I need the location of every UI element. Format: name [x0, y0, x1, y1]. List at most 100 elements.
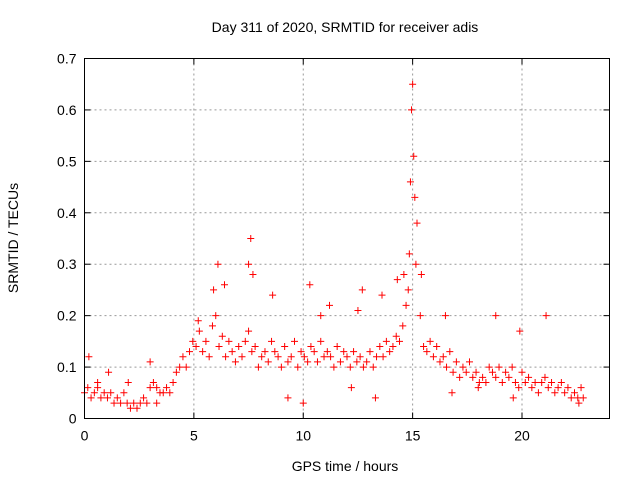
- data-point: [474, 384, 482, 392]
- data-point: [136, 399, 144, 407]
- y-tick-label: 0.1: [57, 359, 77, 375]
- data-point: [567, 394, 575, 402]
- data-point: [103, 394, 111, 402]
- data-point: [143, 399, 151, 407]
- x-tick-label: 20: [514, 428, 530, 444]
- data-point: [389, 343, 397, 350]
- data-point: [459, 363, 467, 371]
- data-point: [446, 348, 454, 356]
- data-point: [541, 373, 549, 381]
- data-point: [579, 394, 587, 402]
- data-point: [251, 343, 259, 350]
- data-point: [117, 399, 125, 407]
- data-point: [248, 348, 256, 356]
- data-point: [495, 363, 503, 371]
- data-point: [449, 368, 457, 376]
- data-point: [564, 384, 572, 392]
- data-point: [433, 343, 441, 350]
- data-point: [133, 404, 141, 412]
- data-point: [113, 394, 121, 402]
- data-point: [90, 389, 98, 397]
- data-point: [97, 394, 105, 402]
- data-point: [87, 394, 95, 402]
- data-point: [299, 399, 307, 407]
- data-point: [406, 178, 414, 186]
- data-point: [531, 379, 539, 386]
- data-point: [269, 291, 277, 299]
- x-tick-label: 5: [190, 428, 198, 444]
- data-point: [310, 348, 318, 356]
- data-point: [400, 271, 408, 278]
- data-point: [194, 317, 202, 325]
- data-point: [146, 358, 154, 366]
- data-point: [202, 337, 210, 345]
- data-point: [392, 332, 400, 340]
- data-point: [511, 379, 519, 386]
- data-point: [126, 404, 134, 412]
- data-point: [146, 384, 154, 392]
- data-point: [485, 363, 493, 371]
- data-point: [393, 276, 401, 284]
- data-point: [235, 343, 243, 350]
- data-point: [124, 379, 132, 386]
- data-point: [561, 389, 569, 397]
- data-point: [215, 343, 223, 350]
- data-point: [228, 348, 236, 356]
- data-point: [538, 379, 546, 386]
- data-point: [100, 389, 108, 397]
- data-point: [505, 373, 513, 381]
- data-point: [359, 363, 367, 371]
- data-point: [277, 363, 285, 371]
- data-point: [313, 358, 321, 366]
- data-point: [353, 358, 361, 366]
- data-point: [492, 373, 500, 381]
- data-point: [466, 358, 473, 366]
- data-point: [399, 322, 407, 330]
- data-point: [222, 353, 230, 361]
- data-point: [462, 368, 470, 376]
- data-point: [426, 337, 434, 345]
- data-point: [225, 337, 233, 345]
- data-point: [436, 358, 444, 366]
- data-point: [577, 384, 585, 392]
- data-point: [247, 235, 255, 242]
- data-point: [350, 348, 358, 356]
- data-point: [130, 399, 138, 407]
- data-point: [294, 363, 302, 371]
- data-point: [386, 348, 394, 356]
- data-point: [300, 353, 308, 361]
- x-tick-label: 10: [295, 428, 311, 444]
- data-point: [382, 337, 390, 345]
- data-point: [515, 384, 523, 392]
- data-point: [258, 353, 266, 361]
- data-point: [544, 384, 552, 392]
- data-point: [281, 343, 289, 350]
- data-point: [306, 281, 314, 289]
- data-point: [542, 312, 550, 320]
- data-point: [548, 379, 556, 386]
- data-point: [557, 379, 565, 386]
- data-point: [238, 353, 246, 361]
- data-point: [317, 312, 325, 320]
- data-point: [199, 348, 207, 356]
- data-point: [186, 348, 193, 356]
- data-point: [284, 394, 292, 402]
- chart-title: Day 311 of 2020, SRMTID for receiver adi…: [212, 19, 479, 35]
- data-point: [195, 327, 203, 335]
- data-point: [205, 353, 213, 361]
- data-point: [307, 343, 315, 350]
- data-point: [410, 152, 418, 160]
- data-point: [245, 327, 253, 335]
- data-point: [304, 358, 312, 366]
- data-point: [159, 389, 167, 397]
- data-point: [231, 358, 239, 366]
- data-point: [336, 358, 344, 366]
- data-point: [192, 343, 200, 350]
- x-tick-label: 15: [405, 428, 421, 444]
- x-tick-label: 0: [81, 428, 89, 444]
- data-point: [518, 368, 526, 376]
- data-point: [140, 394, 148, 402]
- data-point: [371, 394, 379, 402]
- data-point: [218, 332, 226, 340]
